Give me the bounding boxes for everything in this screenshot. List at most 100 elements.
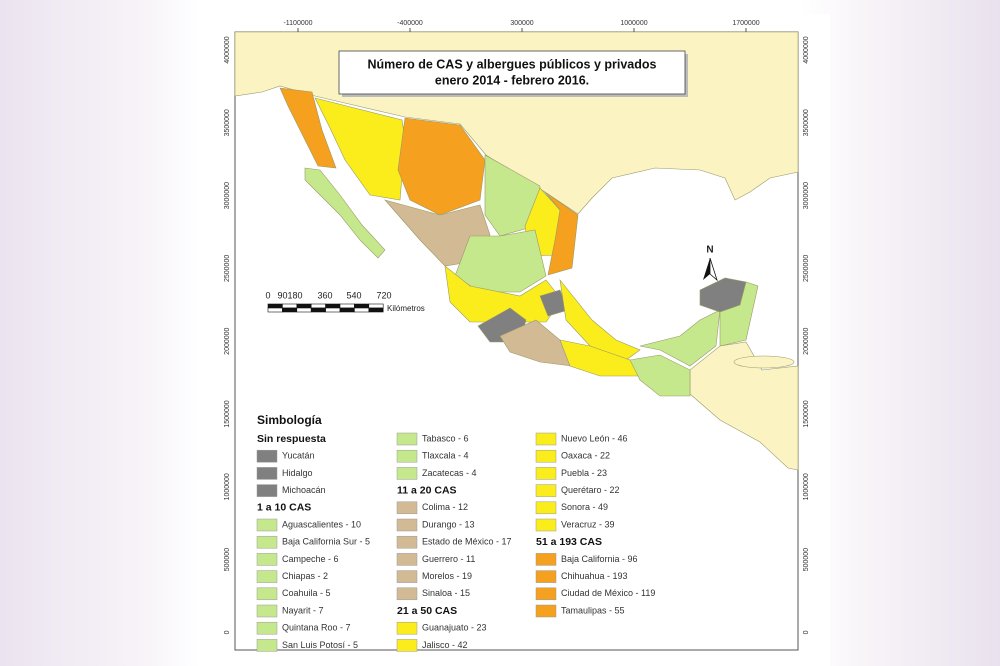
- arrow-half: [709, 257, 718, 282]
- scale-segment: [267, 303, 283, 309]
- legend-swatch: [396, 639, 418, 652]
- x-coordinate: 1700000: [732, 20, 759, 27]
- legend-item: Jalisco - 42: [422, 640, 468, 650]
- coahuila: [484, 154, 541, 237]
- legend-item: Michoacán: [282, 485, 326, 495]
- legend-swatch: [256, 518, 278, 532]
- scale-segment: [339, 307, 355, 313]
- y-coordinate: 0: [224, 630, 231, 634]
- legend-swatch: [396, 553, 418, 566]
- legend-item: Quintana Roo - 7: [282, 623, 351, 633]
- legend-group-title: 11 a 20 CAS: [397, 484, 457, 496]
- north-label: N: [706, 245, 713, 256]
- legend-swatch: [256, 587, 278, 601]
- title-line: Número de CAS y albergues públicos y pri…: [368, 57, 657, 71]
- tamaulipas: [544, 191, 579, 276]
- legend-item: Tlaxcala - 4: [422, 451, 469, 461]
- legend-item: Coahuila - 5: [282, 588, 331, 598]
- legend-item: Ciudad de México - 119: [561, 588, 655, 598]
- legend-swatch: [396, 467, 418, 480]
- legend-item: Campeche - 6: [282, 554, 339, 564]
- y-coordinate: 0: [803, 630, 810, 634]
- legend-item: Sonora - 49: [561, 502, 608, 512]
- baja-california: [279, 87, 337, 169]
- scale-segment: [354, 307, 370, 313]
- legend-swatch: [535, 587, 557, 601]
- legend-item: Nuevo León - 46: [561, 433, 628, 443]
- legend-swatch: [535, 518, 557, 532]
- legend-swatch: [535, 449, 557, 463]
- legend-item: Estado de México - 17: [422, 537, 512, 547]
- scale-label: 360: [317, 290, 332, 300]
- legend-swatch: [396, 432, 418, 446]
- x-coordinate: 300000: [510, 20, 533, 27]
- coordinates: -1100000 -400000 300000 1000000 1700000 40000…: [224, 20, 810, 635]
- y-coordinate: 1000000: [803, 473, 810, 500]
- legend-swatch: [256, 604, 278, 618]
- legend-title: Simbología: [257, 413, 322, 427]
- legend-swatch: [396, 518, 418, 532]
- baja-california-sur: [304, 167, 386, 259]
- legend-swatch: [535, 570, 557, 583]
- legend-item: Durango - 13: [422, 519, 475, 529]
- central-america: [689, 341, 799, 471]
- scale-label: 90180: [277, 290, 302, 300]
- legend-item: Chiapas - 2: [282, 571, 328, 581]
- legend-swatch: [256, 570, 278, 583]
- scale-segment: [282, 303, 298, 309]
- legend-swatch: [396, 570, 418, 583]
- y-coordinate: 1500000: [803, 400, 810, 427]
- legend-swatch: [256, 449, 278, 463]
- legend-item: Yucatán: [282, 451, 315, 461]
- chihuahua: [397, 117, 486, 216]
- legend-item: Querétaro - 22: [561, 485, 620, 495]
- legend-item: Aguascalientes - 10: [282, 519, 361, 529]
- legend-swatch: [256, 639, 278, 652]
- title-frame: [338, 50, 686, 95]
- scale-label: 720: [376, 290, 391, 300]
- legend-item: Zacatecas - 4: [422, 468, 477, 478]
- legend-item: Guanajuato - 23: [422, 623, 487, 633]
- legend-swatch: [535, 553, 557, 566]
- scale-segment: [325, 307, 341, 313]
- legend-swatch: [396, 501, 418, 515]
- y-coordinate: 500000: [803, 548, 810, 571]
- scale-segment: [368, 303, 384, 309]
- zacatecas-slp: [454, 229, 547, 293]
- y-coordinate: 3500000: [803, 109, 810, 136]
- legend-item: Oaxaca - 22: [561, 451, 610, 461]
- scale-segment: [282, 307, 298, 313]
- legend-item: Veracruz - 39: [561, 519, 615, 529]
- map-frame: [234, 31, 799, 651]
- legend-swatch: [396, 449, 418, 463]
- scale-segment: [296, 307, 312, 313]
- y-coordinate: 3500000: [224, 109, 231, 136]
- tabasco-campeche: [639, 309, 721, 367]
- cuba: [733, 355, 795, 369]
- north-arrow: N: [703, 245, 718, 282]
- legend-item: Puebla - 23: [561, 468, 607, 478]
- legend-swatch: [535, 501, 557, 515]
- legend-group-title: 51 a 193 CAS: [536, 536, 602, 548]
- legend-item: Colima - 12: [422, 502, 468, 512]
- x-coordinate: -1100000: [283, 20, 312, 27]
- legend-swatch: [396, 587, 418, 601]
- scale-segment: [310, 303, 326, 309]
- legend-item: Chihuahua - 193: [561, 571, 628, 581]
- legend-item: Tamaulipas - 55: [561, 605, 625, 615]
- arrow-half: [703, 258, 710, 280]
- scale-segment: [310, 307, 326, 313]
- legend-swatch: [535, 432, 557, 446]
- legend-item: Guerrero - 11: [422, 554, 475, 564]
- legend-item: Morelos - 19: [422, 571, 472, 581]
- y-coordinate: 1000000: [224, 473, 231, 500]
- legend-item: Sinaloa - 15: [422, 588, 470, 598]
- legend-swatch: [396, 621, 418, 635]
- y-coordinate: 1500000: [224, 400, 231, 427]
- scale-bar: 0 90180 360 540 720 Kilómetros: [265, 290, 424, 313]
- legend-item: Hidalgo: [282, 468, 313, 478]
- chiapas: [629, 354, 691, 397]
- legend-swatch: [256, 484, 278, 497]
- y-coordinate: 4000000: [803, 36, 810, 63]
